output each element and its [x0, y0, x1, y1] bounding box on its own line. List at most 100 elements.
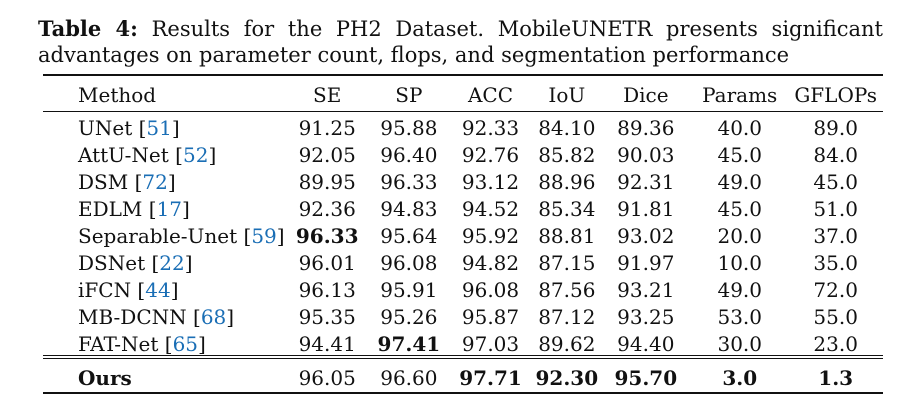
header-gflops: GFLOPs [794, 83, 878, 107]
value-cell-acc: 96.08 [461, 277, 520, 302]
table-row: DSM [72] 89.95 96.33 93.12 88.96 92.31 49.0 45.… [43, 168, 883, 195]
value-cell-gflops: 84.0 [813, 142, 858, 167]
ours-value-cell-se: 96.05 [298, 366, 356, 390]
header-iou: IoU [548, 83, 586, 107]
citation-link[interactable]: 65 [172, 331, 199, 356]
value-cell-params: 45.0 [717, 196, 762, 221]
method-cell: iFCN [44] [78, 277, 179, 302]
ours-value-cell-iou: 92.30 [535, 366, 599, 390]
value-cell-dice: 94.40 [617, 331, 675, 356]
table-caption: Table 4: Results for the PH2 Dataset. Mo… [38, 16, 883, 68]
value-cell-sp: 96.08 [380, 250, 438, 275]
value-cell-acc: 97.03 [461, 331, 520, 356]
value-cell-iou: 85.82 [538, 142, 596, 167]
table-row: AttU-Net [52] 92.05 96.40 92.76 85.82 90.03 45… [43, 141, 883, 168]
table-row: FAT-Net [65] 94.41 97.41 97.03 89.62 94.40 30.… [43, 330, 883, 357]
caption-label: Table 4: [38, 16, 138, 41]
value-cell-gflops: 51.0 [813, 196, 858, 221]
value-cell-sp: 95.91 [380, 277, 438, 302]
value-cell-sp: 94.83 [380, 196, 438, 221]
citation-link[interactable]: 72 [142, 169, 168, 194]
value-cell-dice: 91.81 [617, 196, 675, 221]
value-cell-se: 96.13 [298, 277, 356, 302]
value-cell-se: 95.35 [298, 304, 356, 329]
value-cell-acc: 95.92 [461, 223, 520, 248]
header-row: Method SE SP ACC IoU Dice Params GFLOPs [43, 80, 883, 110]
method-cell: UNet [51] [78, 115, 180, 140]
header-dice: Dice [623, 83, 669, 107]
method-name: iFCN [78, 277, 132, 302]
value-cell-sp: 95.26 [380, 304, 438, 329]
value-cell-sp: 95.88 [380, 115, 438, 140]
method-name: AttU-Net [78, 142, 169, 167]
value-cell-dice: 90.03 [617, 142, 675, 167]
value-cell-sp: 96.40 [380, 142, 438, 167]
table-body: UNet [51] 91.25 95.88 92.33 84.10 89.36 40.0 89… [43, 110, 883, 357]
method-name: UNet [78, 115, 133, 140]
header-params: Params [702, 83, 778, 107]
ours-value-cell-dice: 95.70 [614, 366, 678, 390]
citation-link[interactable]: 68 [200, 304, 227, 329]
method-name: EDLM [78, 196, 143, 221]
table-row: iFCN [44] 96.13 95.91 96.08 87.56 93.21 49.0 72… [43, 276, 883, 303]
value-cell-iou: 89.62 [538, 331, 596, 356]
method-cell: DSNet [22] [78, 250, 193, 275]
method-cell: AttU-Net [52] [78, 142, 217, 167]
method-name: DSM [78, 169, 129, 194]
citation-link[interactable]: 22 [159, 250, 185, 275]
value-cell-se: 91.25 [298, 115, 356, 140]
method-cell: MB-DCNN [68] [78, 304, 235, 329]
mid-rule-lower [43, 358, 883, 359]
header-acc: ACC [467, 83, 514, 107]
ours-method-name: Ours [78, 366, 132, 390]
citation-link[interactable]: 51 [146, 115, 172, 140]
value-cell-params: 45.0 [717, 142, 762, 167]
header-se: SE [313, 83, 342, 107]
method-cell: Separable-Unet [59] [78, 223, 285, 248]
value-cell-params: 49.0 [717, 169, 762, 194]
caption-text: Results for the PH2 Dataset. MobileUNETR… [38, 17, 883, 67]
header-rule [43, 111, 883, 112]
value-cell-iou: 87.56 [538, 277, 596, 302]
ours-value-cell-sp: 96.60 [380, 366, 438, 390]
table-row: MB-DCNN [68] 95.35 95.26 95.87 87.12 93.25 53.… [43, 303, 883, 330]
value-cell-se: 96.01 [298, 250, 356, 275]
value-cell-iou: 87.15 [538, 250, 596, 275]
citation-link[interactable]: 52 [182, 142, 209, 167]
value-cell-iou: 84.10 [538, 115, 596, 140]
table-row: Separable-Unet [59] 96.33 95.64 95.92 88.81 9… [43, 222, 883, 249]
value-cell-se: 89.95 [298, 169, 356, 194]
value-cell-se: 96.33 [295, 223, 359, 248]
value-cell-dice: 93.21 [617, 277, 675, 302]
method-name: FAT-Net [78, 331, 159, 356]
value-cell-acc: 94.52 [461, 196, 520, 221]
header-method: Method [78, 83, 157, 107]
citation-link[interactable]: 17 [156, 196, 183, 221]
value-cell-gflops: 55.0 [813, 304, 858, 329]
results-table: Method SE SP ACC IoU Dice Params GFLOPs … [43, 80, 883, 394]
ours-value-cell-acc: 97.71 [459, 366, 522, 390]
value-cell-params: 20.0 [717, 223, 762, 248]
value-cell-acc: 93.12 [461, 169, 520, 194]
table-body-ours: Ours 96.05 96.60 97.71 92.30 95.70 3.0 1.3 [43, 357, 883, 394]
value-cell-iou: 87.12 [538, 304, 596, 329]
top-rule [43, 74, 883, 76]
method-name: MB-DCNN [78, 304, 187, 329]
citation-link[interactable]: 59 [251, 223, 277, 248]
value-cell-sp: 97.41 [377, 331, 441, 356]
value-cell-params: 53.0 [717, 304, 762, 329]
citation-link[interactable]: 44 [145, 277, 171, 302]
value-cell-iou: 88.81 [538, 223, 596, 248]
value-cell-acc: 95.87 [461, 304, 520, 329]
value-cell-dice: 89.36 [617, 115, 675, 140]
value-cell-gflops: 45.0 [813, 169, 858, 194]
value-cell-gflops: 89.0 [813, 115, 858, 140]
ours-row: Ours 96.05 96.60 97.71 92.30 95.70 3.0 1.3 [43, 357, 883, 394]
method-cell: EDLM [17] [78, 196, 190, 221]
table-row: EDLM [17] 92.36 94.83 94.52 85.34 91.81 45.0 51… [43, 195, 883, 222]
header-sp: SP [395, 83, 423, 107]
value-cell-params: 40.0 [717, 115, 762, 140]
value-cell-acc: 94.82 [461, 250, 520, 275]
value-cell-sp: 95.64 [380, 223, 438, 248]
value-cell-params: 30.0 [717, 331, 762, 356]
